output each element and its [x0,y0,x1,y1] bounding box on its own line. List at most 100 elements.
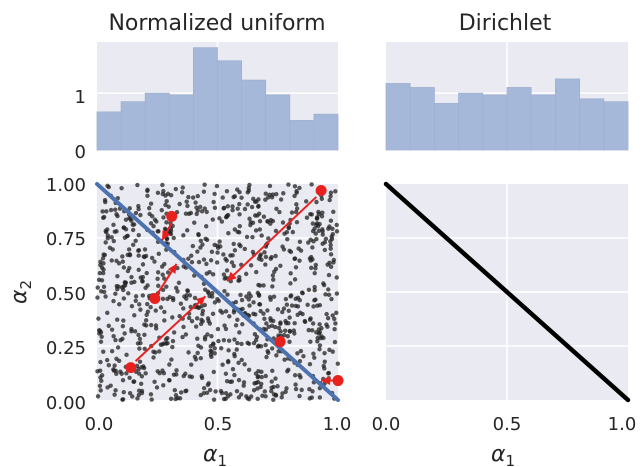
scatter-point [101,270,106,276]
scatter-point [183,388,188,394]
scatter-point [151,355,156,360]
scatter-point [271,294,277,299]
scatter-point [293,386,299,392]
scatter-point [262,250,267,255]
scatter-point [212,205,218,211]
scatter-point [98,289,104,294]
scatter-point [295,295,301,300]
scatter-point [317,343,323,348]
hist-left-bar [168,94,194,151]
scatter-point [263,254,269,260]
scatter-point [104,357,110,363]
scatter-point [113,291,118,296]
scatter-point [260,393,265,398]
scatter-point [293,303,298,309]
scatter-point [320,229,325,234]
scatter-point [139,374,145,379]
scatter-xlabel: α1 [203,442,227,467]
scatter-point [263,373,268,379]
hist-left-bar [265,94,291,151]
scatter-point [118,338,123,343]
scatter-point [269,346,275,351]
scatter-point [137,359,143,364]
scatter-point [102,197,108,203]
scatter-point [167,294,172,300]
scatter-point [161,370,167,376]
scatter-point [261,311,266,316]
scatter-point [231,310,237,315]
scatter-point [100,209,105,214]
scatter-point [204,261,209,267]
marks-layer [95,47,631,403]
scatter-point [233,323,239,328]
scatter-point [140,293,146,298]
scatter-point [242,362,247,367]
scatter-point [312,288,317,293]
red-sample-point [125,362,137,374]
scatter-point [288,281,293,286]
scatter-point [249,204,255,210]
scatter-point [248,263,254,268]
scatter-point [292,321,297,326]
hist-left-bar [96,111,122,151]
scatter-point [328,242,333,248]
scatter-point [325,262,330,267]
scatter-point [245,202,250,207]
scatter-point [145,193,150,198]
scatter-point [283,389,288,395]
scatter-point [149,255,155,261]
scatter-point [275,307,281,312]
scatter-point [207,321,213,326]
scatter-point [330,313,335,318]
hist-left-bar [313,113,339,151]
scatter-point [155,190,161,196]
scatter-point [181,324,186,330]
scatter-point [198,245,203,250]
scatter-point [310,328,315,333]
scatter-point [183,332,189,337]
scatter-point [174,372,179,377]
scatter-point [237,212,242,217]
scatter-point [306,240,311,245]
scatter-point [189,253,194,258]
scatter-point [274,191,279,197]
scatter-point [225,394,231,399]
scatter-point [202,302,207,308]
scatter-point [194,211,199,217]
scatter-point [265,308,270,313]
scatter-point [271,277,276,282]
scatter-point [285,236,290,242]
scatter-point [299,290,305,295]
projection-arrow-head [195,296,206,306]
scatter-point [287,329,293,334]
scatter-point [164,236,170,242]
scatter-point [273,253,278,259]
scatter-point [183,211,189,216]
scatter-point [170,315,175,320]
scatter-point [126,247,132,252]
scatter-point [315,335,320,341]
scatter-point [127,206,132,211]
scatter-point [137,346,142,351]
scatter-point [253,371,259,376]
scatter-point [97,383,103,389]
scatter-point [121,265,127,270]
scatter-point [289,210,295,215]
line-xtick-1.0: 1.0 [608,414,637,435]
scatter-point [244,234,250,240]
scatter-point [241,380,247,385]
scatter-point [256,203,261,209]
hist-left-bar [289,120,315,151]
scatter-point [199,209,205,214]
scatter-point [215,250,220,255]
scatter-point [153,308,158,313]
scatter-point [219,346,224,351]
scatter-point [123,280,128,285]
scatter-point [237,201,242,207]
scatter-point [95,295,100,300]
scatter-point [328,246,333,251]
scatter-point [211,397,217,402]
line-xlabel: α1 [491,442,515,467]
scatter-point [96,277,102,283]
scatter-point [278,197,284,202]
